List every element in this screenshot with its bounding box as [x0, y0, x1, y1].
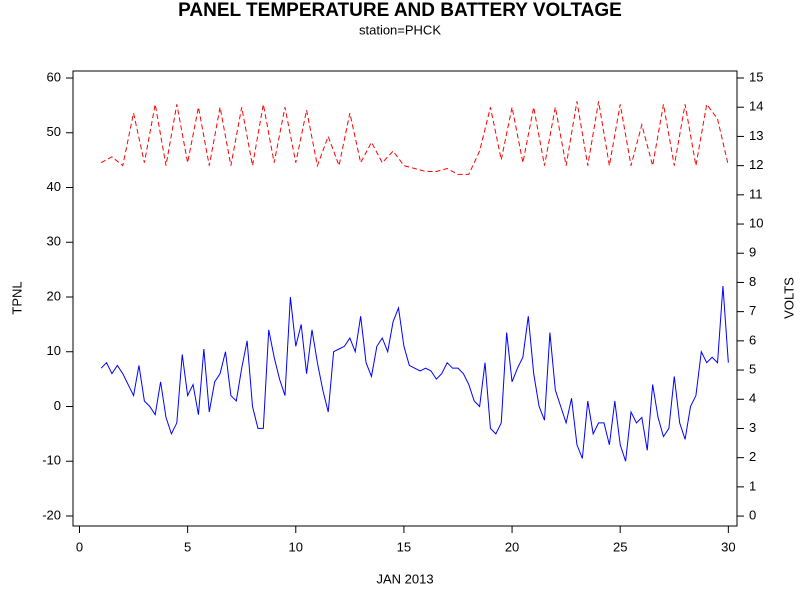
series-line — [100, 101, 729, 175]
y-tick-label: 30 — [47, 234, 61, 249]
y-tick-label: 40 — [47, 179, 61, 194]
y2-tick-label: 9 — [749, 245, 756, 260]
x-tick-label: 20 — [505, 539, 519, 554]
y-axis-label: TPNL — [9, 281, 24, 314]
x-tick-label: 25 — [613, 539, 627, 554]
y-tick-label: 10 — [47, 343, 61, 358]
y2-tick-label: 11 — [749, 186, 763, 201]
y2-tick-label: 13 — [749, 128, 763, 143]
chart-subtitle: station=PHCK — [359, 22, 441, 37]
y-tick-label: -20 — [42, 507, 61, 522]
y2-tick-label: 14 — [749, 99, 763, 114]
y2-tick-label: 7 — [749, 303, 756, 318]
x-tick-label: 30 — [721, 539, 735, 554]
series-line — [100, 286, 729, 462]
x-tick-label: 5 — [184, 539, 191, 554]
x-tick-label: 10 — [289, 539, 303, 554]
y2-tick-label: 1 — [749, 478, 756, 493]
y2-tick-label: 3 — [749, 420, 756, 435]
y2-tick-label: 10 — [749, 215, 763, 230]
y2-tick-label: 4 — [749, 391, 756, 406]
y2-tick-label: 8 — [749, 274, 756, 289]
y2-tick-label: 0 — [749, 508, 756, 523]
y2-tick-label: 12 — [749, 157, 763, 172]
x-axis-label: JAN 2013 — [376, 571, 433, 586]
y-tick-label: 20 — [47, 288, 61, 303]
y-tick-label: 60 — [47, 69, 61, 84]
y2-tick-label: 5 — [749, 361, 756, 376]
y-tick-label: -10 — [42, 453, 61, 468]
chart-title: PANEL TEMPERATURE AND BATTERY VOLTAGE — [178, 0, 622, 21]
y-tick-label: 0 — [54, 398, 61, 413]
y2-tick-label: 15 — [749, 69, 763, 84]
y2-tick-label: 6 — [749, 332, 756, 347]
y-tick-label: 50 — [47, 124, 61, 139]
x-tick-label: 15 — [397, 539, 411, 554]
plot-frame — [72, 70, 738, 527]
x-tick-label: 0 — [76, 539, 83, 554]
y2-tick-label: 2 — [749, 449, 756, 464]
y2-axis-label: VOLTS — [781, 277, 796, 319]
